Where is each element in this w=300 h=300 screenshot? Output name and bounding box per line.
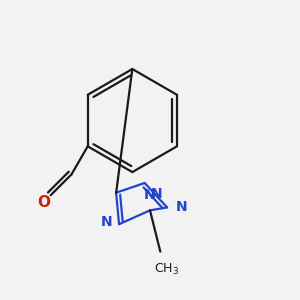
- Text: O: O: [37, 195, 50, 210]
- Text: N: N: [175, 200, 187, 214]
- Text: CH$_3$: CH$_3$: [154, 262, 179, 277]
- Text: N: N: [151, 187, 162, 201]
- Text: N: N: [144, 188, 156, 202]
- Text: N: N: [101, 215, 112, 229]
